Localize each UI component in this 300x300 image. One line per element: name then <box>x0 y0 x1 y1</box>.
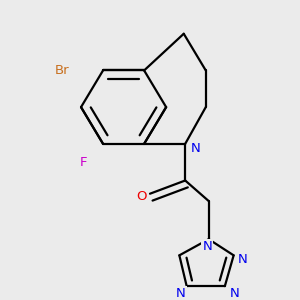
Text: N: N <box>230 287 240 300</box>
Text: Br: Br <box>55 64 69 77</box>
Text: N: N <box>190 142 200 155</box>
Text: N: N <box>176 287 186 300</box>
Text: N: N <box>202 240 212 253</box>
Text: N: N <box>238 253 247 266</box>
Text: F: F <box>80 156 88 170</box>
Text: O: O <box>136 190 146 203</box>
